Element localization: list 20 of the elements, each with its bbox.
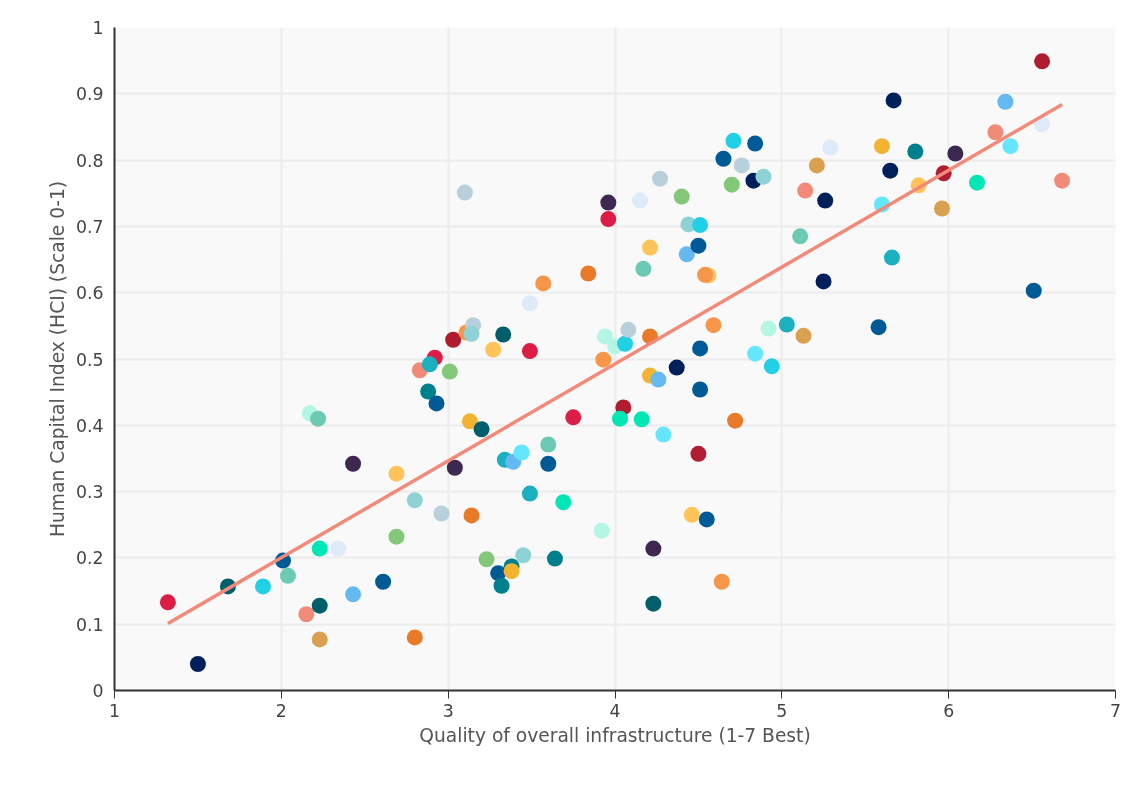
y-tick-label: 0 xyxy=(92,681,104,701)
y-tick-label: 0.7 xyxy=(75,216,104,237)
x-tick-label: 3 xyxy=(442,700,454,721)
x-tick-label: 1 xyxy=(108,700,121,721)
y-tick-label: 0.2 xyxy=(75,548,104,569)
x-axis-title: Quality of overall infrastructure (1-7 Best) xyxy=(419,724,811,746)
x-tick-label: 5 xyxy=(776,700,788,721)
y-tick-label: 0.6 xyxy=(75,283,104,304)
y-tick-label: 0.1 xyxy=(75,614,104,635)
y-tick-label: 0.8 xyxy=(75,150,104,171)
x-tick-label: 2 xyxy=(275,700,287,721)
x-tick-label: 7 xyxy=(1109,700,1122,721)
y-tick-label: 0.3 xyxy=(75,482,104,503)
y-tick-label: 1 xyxy=(92,18,104,38)
y-axis-title: Human Capital Index (HCI) (Scale 0-1) xyxy=(46,180,68,538)
x-tick-label: 4 xyxy=(609,700,621,721)
x-tick-label: 6 xyxy=(943,700,955,721)
y-tick-label: 0.5 xyxy=(75,349,104,370)
y-tick-label: 0.4 xyxy=(75,415,104,436)
y-tick-label: 0.9 xyxy=(75,84,104,105)
